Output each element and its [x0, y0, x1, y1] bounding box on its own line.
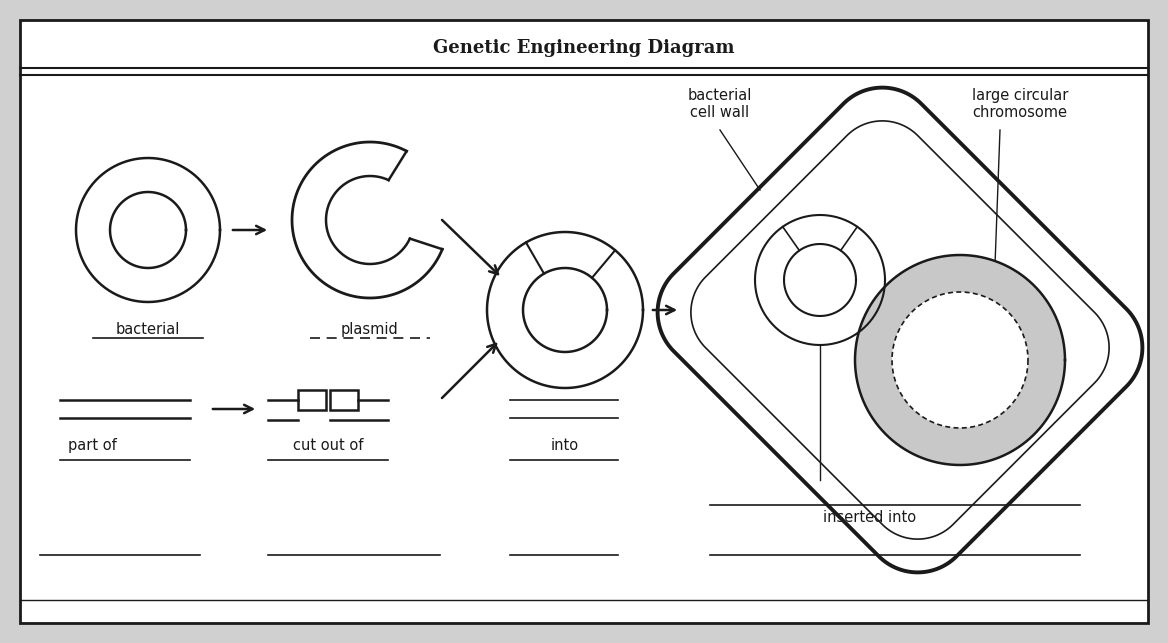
Text: large circular
chromosome: large circular chromosome: [972, 87, 1069, 120]
Text: Genetic Engineering Diagram: Genetic Engineering Diagram: [433, 39, 735, 57]
Text: part of: part of: [68, 438, 117, 453]
Bar: [298, 390, 326, 410]
Polygon shape: [658, 87, 1142, 572]
Text: plasmid: plasmid: [341, 322, 399, 337]
Text: bacterial: bacterial: [116, 322, 180, 337]
Text: bacterial
cell wall: bacterial cell wall: [688, 87, 752, 120]
Polygon shape: [855, 255, 1065, 465]
Text: into: into: [551, 438, 579, 453]
Circle shape: [894, 294, 1026, 426]
Bar: [331, 390, 359, 410]
Text: inserted into: inserted into: [823, 510, 917, 525]
Text: cut out of: cut out of: [293, 438, 363, 453]
